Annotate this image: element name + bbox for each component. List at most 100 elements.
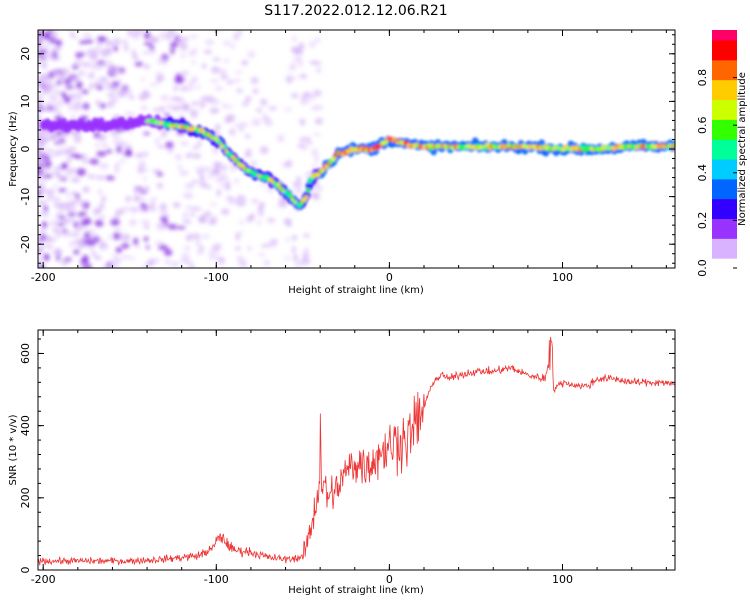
noise-blob [155, 71, 164, 78]
noise-blob [43, 32, 50, 40]
noise-blob [39, 91, 44, 99]
noise-blob [201, 63, 207, 70]
colorbar-tick-label: 0.4 [696, 164, 709, 182]
noise-blob [52, 71, 60, 77]
noise-blob [180, 71, 190, 75]
colorbar-cell [712, 166, 737, 170]
colorbar-cell [712, 200, 737, 204]
colorbar-cell [712, 260, 737, 263]
noise-blob [313, 132, 321, 137]
noise-blob [129, 111, 136, 117]
colorbar-cell [712, 222, 737, 225]
noise-blob [109, 65, 114, 74]
noise-blob [161, 131, 166, 139]
noise-blob [199, 174, 205, 183]
noise-blob [115, 208, 125, 215]
noise-blob [52, 251, 59, 255]
noise-blob [189, 212, 196, 217]
noise-blob [212, 65, 218, 69]
noise-blob [77, 200, 86, 206]
noise-blob [236, 255, 244, 260]
noise-blob [105, 42, 115, 47]
noise-blob [69, 205, 77, 213]
y-tick-label: -20 [19, 235, 32, 253]
colorbar-cell [712, 176, 737, 180]
colorbar-cell [712, 156, 737, 160]
noise-blob [198, 215, 205, 222]
noise-blob [142, 176, 148, 181]
noise-blob [51, 32, 58, 39]
x-tick-label: 0 [386, 573, 393, 586]
noise-blob [149, 83, 158, 87]
y-tick-label: 400 [19, 415, 32, 436]
noise-blob [73, 35, 78, 40]
noise-blob [104, 86, 111, 91]
colorbar-cell [712, 93, 737, 97]
noise-blob [311, 148, 319, 156]
noise-blob [283, 218, 292, 225]
colorbar-cell [712, 35, 737, 39]
noise-blob [101, 195, 107, 202]
noise-blob [192, 206, 202, 211]
snr-line [38, 336, 675, 566]
noise-blob [52, 46, 62, 52]
signal-core [485, 142, 491, 148]
signal-core [234, 158, 240, 163]
colorbar-cell [712, 248, 737, 251]
noise-blob [68, 168, 77, 173]
noise-blob [76, 80, 83, 89]
noise-blob [291, 35, 297, 42]
noise-blob [66, 156, 72, 164]
colorbar-ticks: 0.0 0.2 0.4 0.6 0.8 [696, 69, 737, 277]
noise-blob [73, 249, 80, 255]
noise-blob [143, 64, 152, 68]
noise-blob [53, 100, 58, 107]
noise-blob [234, 70, 243, 74]
colorbar-cell [712, 238, 737, 241]
noise-blob [292, 57, 303, 61]
colorbar-cell [712, 135, 737, 138]
noise-blob [139, 190, 147, 194]
noise-blob [123, 44, 129, 52]
colorbar-cell [712, 152, 737, 156]
noise-blob [82, 33, 92, 39]
noise-blob [202, 166, 212, 172]
noise-blob [70, 176, 81, 183]
noise-blob [76, 168, 87, 176]
colorbar-cell [712, 115, 737, 118]
noise-blob [203, 49, 213, 55]
noise-blob [110, 218, 120, 226]
noise-blob [207, 185, 212, 190]
noise-blob [278, 195, 284, 201]
noise-blob [121, 254, 131, 260]
noise-blob [46, 244, 53, 250]
noise-blob [129, 256, 136, 261]
noise-blob [54, 213, 60, 222]
colorbar-cell [712, 168, 737, 172]
noise-blob [38, 55, 41, 60]
noise-blob [239, 261, 248, 268]
x-tick-label: -200 [31, 271, 56, 284]
noise-blob [99, 243, 110, 249]
colorbar-cell [712, 123, 737, 126]
noise-blob [309, 40, 316, 49]
colorbar-cell [712, 41, 737, 45]
noise-blob [223, 59, 230, 63]
noise-blob [125, 147, 132, 154]
noise-blob [106, 61, 113, 65]
noise-blob [83, 231, 91, 240]
noise-blob [182, 219, 192, 224]
noise-blob [38, 73, 46, 80]
noise-blob [185, 234, 193, 242]
colorbar-cell [712, 184, 737, 188]
noise-blob [114, 162, 120, 167]
noise-blob [293, 76, 298, 80]
noise-blob [83, 39, 94, 44]
noise-blob [159, 31, 168, 40]
noise-blob [55, 130, 63, 136]
colorbar-cell [712, 244, 737, 247]
colorbar-cell [712, 242, 737, 245]
colorbar-cell [712, 97, 737, 101]
colorbar-cell [712, 131, 737, 134]
noise-blob [268, 106, 278, 111]
